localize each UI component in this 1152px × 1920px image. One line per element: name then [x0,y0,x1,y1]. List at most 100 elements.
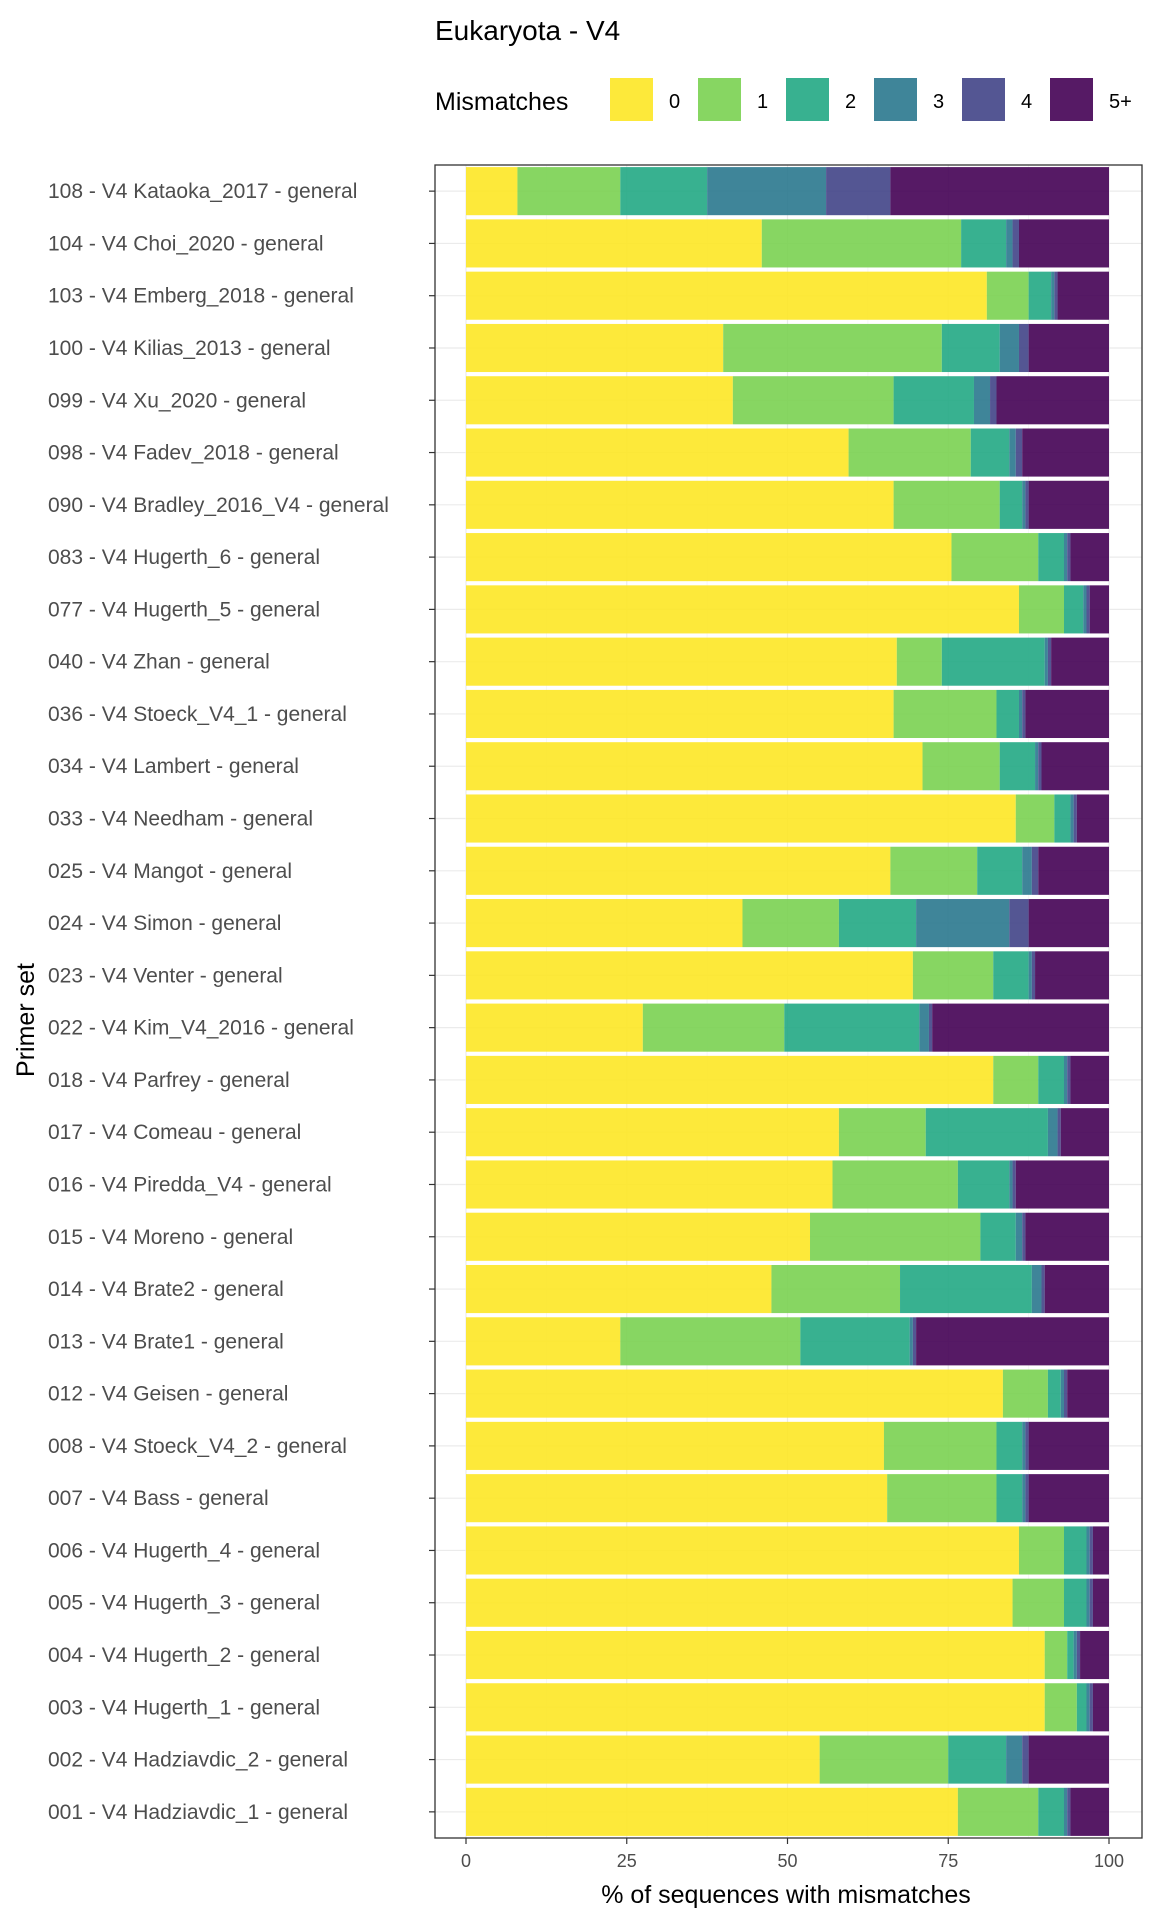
bar-segment-5+ [1041,742,1109,791]
bar-segment-5+ [1038,846,1109,895]
bar-segment-3 [1006,1735,1023,1784]
bar-segment-2 [996,1474,1023,1523]
bar-segment-4 [1031,951,1036,1000]
bar-segment-4 [1025,1421,1029,1470]
bar-segment-3 [909,1317,913,1366]
bar-segment-2 [941,637,1045,686]
bar-segment-2 [925,1108,1048,1157]
legend-label: 0 [669,91,680,113]
y-tick-label: 099 - V4 Xu_2020 - general [48,389,306,412]
bar-segment-0 [466,480,894,529]
bar-segment-0 [466,1003,643,1052]
bar-segment-1 [723,323,942,373]
bar-segment-5+ [1028,1735,1109,1784]
bar-segment-3 [1022,1474,1026,1523]
bar-segment-4 [1089,1526,1093,1575]
bar-segment-2 [948,1735,1007,1784]
bar-segment-3 [1035,742,1039,791]
legend-key-2 [786,78,829,121]
bar-segment-5+ [890,167,1109,216]
bar-segment-5+ [1035,951,1109,1000]
bar-segment-2 [961,219,1007,268]
bar-segment-0 [466,533,952,582]
bar-segment-3 [1015,1212,1023,1261]
legend-label: 5+ [1109,91,1132,113]
legend-key-4 [962,78,1005,121]
y-tick-label: 090 - V4 Bradley_2016_V4 - general [48,494,389,517]
x-tick-label: 75 [938,1851,958,1871]
y-tick-label: 103 - V4 Emberg_2018 - general [48,285,354,308]
bar-segment-3 [1022,480,1026,529]
bar-segment-2 [900,1264,1032,1314]
y-tick-label: 025 - V4 Mangot - general [48,860,292,883]
bar-segment-3 [999,323,1019,373]
bar-segment-3 [1073,1630,1077,1680]
bar-segment-5+ [1092,1683,1109,1732]
bar-segment-2 [784,1003,920,1052]
bar-segment-4 [1067,1787,1071,1836]
bar-segment-4 [1038,742,1042,791]
bar-segment-0 [466,271,987,320]
bar-segment-3 [916,899,1010,948]
bar-segment-5+ [1070,1055,1109,1104]
panel-border [434,164,1143,1839]
bar-segment-2 [1028,271,1052,320]
bar-segment-2 [1063,1526,1087,1575]
bar-segment-2 [977,846,1023,895]
bar-segment-4 [1018,323,1029,373]
bar-segment-4 [1015,428,1023,477]
bar-segment-1 [922,742,1000,791]
bar-segment-0 [466,1264,772,1314]
bar-segment-3 [1070,794,1074,843]
bar-segment-3 [1006,219,1013,268]
bar-segment-1 [883,1421,997,1470]
legend-key-1 [698,78,741,121]
bar-segment-2 [1047,1369,1061,1418]
bar-segment-3 [1009,428,1016,477]
bar-segment-3 [973,376,991,425]
bar-segment-4 [928,1003,933,1052]
bar-segment-2 [1038,1055,1064,1104]
legend-label: 4 [1021,91,1032,113]
bar-segment-1 [1044,1683,1077,1732]
bar-segment-3 [1044,637,1048,686]
bar-segment-2 [1038,533,1064,582]
legend-label: 3 [933,91,944,113]
y-tick-label: 034 - V4 Lambert - general [48,755,299,778]
bar-segment-5+ [1080,1630,1109,1680]
bar-segment-1 [993,1055,1039,1104]
bar-segment-4 [1025,1474,1029,1523]
bar-segment-0 [466,689,894,739]
bar-segment-4 [1057,1108,1061,1157]
bar-segment-0 [466,585,1019,634]
bar-segment-4 [1054,271,1058,320]
bar-segment-5+ [932,1003,1109,1052]
bar-segment-2 [970,428,1010,477]
bar-segment-3 [1083,585,1087,634]
bar-segment-1 [761,219,962,268]
x-tick-label: 100 [1094,1851,1124,1871]
bar-segment-1 [642,1003,785,1052]
bar-segment-0 [466,1630,1045,1680]
bar-segment-2 [838,899,917,948]
bar-segment-3 [1018,689,1023,739]
bar-segment-5+ [1025,1212,1109,1261]
legend-label: 1 [757,91,768,113]
bar-segment-4 [1009,899,1029,948]
bar-segment-0 [466,1369,1003,1418]
bar-segment-0 [466,899,743,948]
bar-segment-1 [912,951,994,1000]
bar-segment-2 [1076,1683,1087,1732]
bar-segment-5+ [1025,689,1109,739]
bar-segment-1 [742,899,839,948]
bar-segment-4 [1012,219,1019,268]
bar-segment-0 [466,219,762,268]
bar-segment-4 [1022,1212,1026,1261]
bar-segment-3 [1086,1526,1090,1575]
y-axis-title: Primer set [12,963,40,1077]
bar-segment-3 [1022,1421,1026,1470]
bar-segment-2 [957,1160,1010,1209]
y-tick-label: 104 - V4 Choi_2020 - general [48,232,324,255]
y-tick-label: 040 - V4 Zhan - general [48,651,270,674]
